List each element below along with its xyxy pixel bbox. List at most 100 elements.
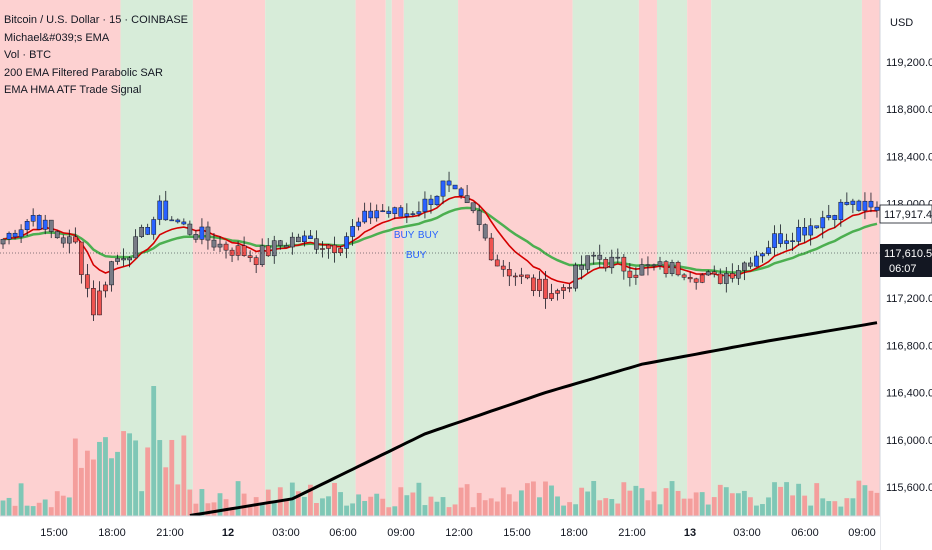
candle[interactable]	[699, 274, 705, 283]
candle[interactable]	[675, 262, 681, 276]
candle[interactable]	[440, 180, 446, 197]
candle[interactable]	[229, 249, 235, 256]
candle[interactable]	[404, 213, 410, 217]
candle[interactable]	[115, 258, 120, 262]
candle[interactable]	[235, 245, 241, 256]
candle[interactable]	[97, 290, 102, 316]
candle[interactable]	[615, 256, 621, 259]
candle[interactable]	[211, 239, 217, 248]
candle[interactable]	[42, 219, 48, 230]
candle[interactable]	[760, 253, 765, 257]
candle[interactable]	[392, 207, 398, 214]
candle[interactable]	[127, 257, 132, 261]
candle[interactable]	[24, 221, 30, 231]
candle[interactable]	[512, 275, 518, 278]
candle[interactable]	[802, 227, 808, 236]
candle[interactable]	[597, 254, 603, 260]
candle[interactable]	[500, 265, 506, 270]
candle[interactable]	[790, 240, 795, 242]
candle[interactable]	[657, 261, 663, 266]
candle[interactable]	[579, 264, 585, 270]
candle[interactable]	[464, 195, 470, 204]
candle[interactable]	[826, 215, 832, 218]
candle[interactable]	[687, 277, 693, 280]
candle[interactable]	[555, 290, 560, 294]
candle[interactable]	[452, 184, 458, 190]
candle[interactable]	[163, 200, 169, 221]
candle[interactable]	[856, 200, 862, 211]
candle[interactable]	[506, 269, 512, 277]
candle[interactable]	[308, 235, 313, 239]
candle[interactable]	[796, 227, 801, 242]
indicator-parabolic-sar[interactable]: 200 EMA Filtered Parabolic SAR	[4, 66, 163, 79]
candle[interactable]	[18, 229, 24, 238]
candle[interactable]	[482, 224, 488, 239]
candle[interactable]	[862, 200, 868, 211]
candle[interactable]	[778, 233, 783, 244]
candle[interactable]	[705, 271, 711, 276]
candle[interactable]	[573, 264, 578, 289]
candle[interactable]	[302, 235, 307, 243]
candle[interactable]	[410, 213, 416, 215]
candle[interactable]	[717, 273, 723, 284]
candle[interactable]	[326, 244, 331, 249]
candle[interactable]	[314, 238, 319, 250]
candle[interactable]	[175, 219, 181, 223]
candle[interactable]	[277, 240, 283, 246]
candle[interactable]	[645, 264, 651, 266]
candle[interactable]	[470, 202, 476, 212]
candle[interactable]	[868, 200, 874, 208]
candle[interactable]	[12, 232, 18, 238]
candle[interactable]	[754, 255, 759, 267]
candle[interactable]	[814, 225, 820, 229]
candle[interactable]	[585, 255, 591, 270]
candle[interactable]	[723, 273, 729, 284]
candle[interactable]	[693, 278, 699, 283]
candle[interactable]	[368, 210, 374, 219]
candle[interactable]	[772, 233, 777, 248]
candle[interactable]	[157, 200, 163, 220]
candle[interactable]	[320, 248, 325, 250]
candle[interactable]	[133, 236, 138, 259]
candle[interactable]	[259, 245, 265, 265]
candle[interactable]	[66, 236, 72, 244]
candle[interactable]	[428, 198, 434, 205]
candle[interactable]	[30, 215, 36, 222]
candle[interactable]	[72, 236, 78, 243]
candle[interactable]	[808, 225, 814, 236]
candle[interactable]	[543, 278, 548, 299]
candle[interactable]	[0, 239, 6, 245]
candle[interactable]	[735, 270, 741, 279]
candle[interactable]	[169, 219, 175, 222]
candle[interactable]	[874, 206, 880, 211]
candle[interactable]	[633, 274, 639, 278]
candle[interactable]	[151, 219, 157, 235]
candle[interactable]	[561, 287, 566, 291]
candle[interactable]	[374, 210, 380, 219]
candle[interactable]	[531, 277, 536, 291]
candle[interactable]	[669, 262, 675, 274]
candle[interactable]	[60, 237, 66, 244]
candle[interactable]	[223, 243, 229, 251]
indicator-michaels-ema[interactable]: Michael&#039;s EMA	[4, 31, 110, 44]
candle[interactable]	[591, 254, 597, 257]
candle[interactable]	[145, 227, 151, 235]
candle[interactable]	[681, 274, 687, 278]
candle[interactable]	[850, 200, 856, 205]
candle[interactable]	[103, 284, 108, 292]
candle[interactable]	[121, 258, 126, 261]
candle[interactable]	[844, 201, 850, 205]
candle[interactable]	[85, 274, 90, 289]
candle[interactable]	[350, 226, 355, 237]
candle[interactable]	[832, 215, 838, 220]
candle[interactable]	[603, 259, 609, 269]
candle[interactable]	[621, 256, 627, 272]
candle[interactable]	[838, 201, 844, 220]
candle[interactable]	[549, 293, 554, 299]
candle[interactable]	[380, 210, 386, 212]
candle[interactable]	[48, 219, 54, 232]
indicator-volume[interactable]: Vol · BTC	[4, 49, 52, 61]
candle[interactable]	[784, 240, 789, 244]
indicator-trade-signal[interactable]: EMA HMA ATF Trade Signal	[4, 84, 142, 96]
